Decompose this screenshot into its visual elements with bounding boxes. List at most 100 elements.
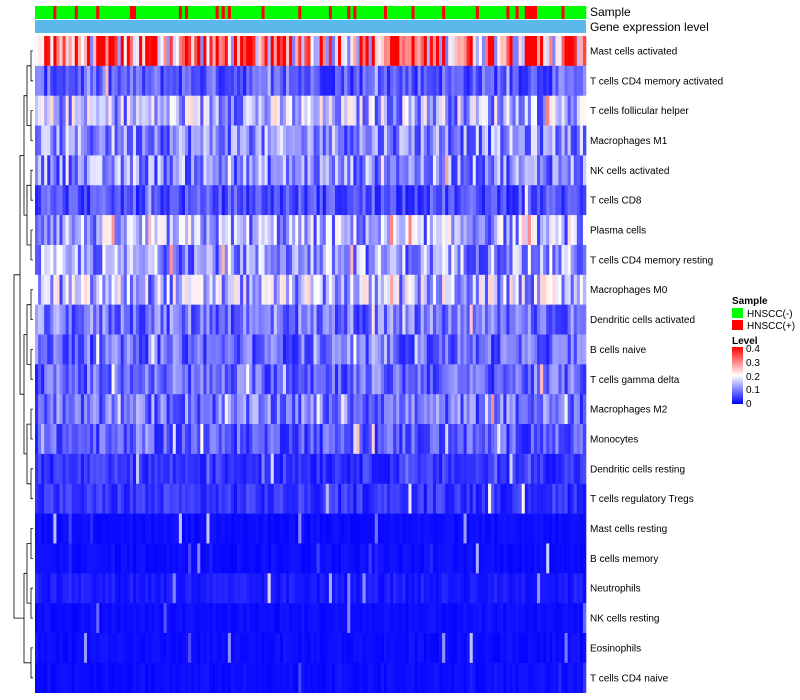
sample-annotation-cell xyxy=(576,6,581,19)
heatmap-cell xyxy=(316,513,320,544)
heatmap-cell xyxy=(436,334,440,365)
heatmap-cell xyxy=(38,215,42,246)
heatmap-cell xyxy=(356,95,360,126)
heatmap-cell xyxy=(206,65,210,96)
heatmap-cell xyxy=(325,483,330,514)
heatmap-cell xyxy=(478,185,483,216)
heatmap-cell xyxy=(111,304,115,335)
heatmap-cell xyxy=(212,244,216,276)
heatmap-cell xyxy=(540,215,544,246)
heatmap-cell xyxy=(154,304,158,335)
heatmap-cell xyxy=(463,304,467,335)
heatmap-cell xyxy=(564,304,568,335)
heatmap-cell xyxy=(445,334,449,365)
heatmap-cell xyxy=(123,65,128,96)
heatmap-cell xyxy=(549,513,553,544)
heatmap-cell xyxy=(279,65,284,96)
heatmap-cell xyxy=(325,125,330,156)
heatmap-cell xyxy=(350,543,354,574)
sample-annotation-cell xyxy=(411,6,415,19)
heatmap-cell xyxy=(533,334,538,365)
heatmap-cell xyxy=(533,274,538,305)
heatmap-cell xyxy=(203,543,207,574)
heatmap-cell xyxy=(478,633,483,664)
heatmap-cell xyxy=(233,603,238,634)
heatmap-cell xyxy=(157,36,161,67)
heatmap-cell xyxy=(445,573,449,604)
heatmap-cell xyxy=(267,543,271,574)
heatmap-cell xyxy=(387,65,391,96)
heatmap-cell xyxy=(132,65,137,96)
heatmap-cell xyxy=(175,573,180,604)
heatmap-cell xyxy=(445,125,449,156)
heatmap-cell xyxy=(44,364,48,395)
heatmap-cell xyxy=(445,394,449,425)
heatmap-cell xyxy=(350,36,354,67)
heatmap-cell xyxy=(399,424,403,455)
heatmap-cell xyxy=(301,573,305,604)
heatmap-cell xyxy=(264,513,268,544)
heatmap-cell xyxy=(334,573,339,604)
heatmap-cell xyxy=(368,603,373,634)
heatmap-cell xyxy=(184,65,189,96)
dendrogram-branch xyxy=(30,50,33,82)
heatmap-cell xyxy=(423,573,428,604)
heatmap-cell xyxy=(96,155,100,186)
heatmap-cell xyxy=(564,543,568,574)
heatmap-cell xyxy=(377,334,382,365)
heatmap-cell xyxy=(445,453,449,485)
heatmap-cell xyxy=(129,603,134,634)
heatmap-cell xyxy=(460,304,464,335)
heatmap-cell xyxy=(105,662,109,693)
heatmap-cell xyxy=(478,155,483,186)
heatmap-cell xyxy=(515,95,519,126)
heatmap-cell xyxy=(469,125,474,156)
heatmap-cell xyxy=(157,424,161,455)
heatmap-cell xyxy=(77,36,82,67)
heatmap-cell xyxy=(368,453,373,485)
heatmap-cell xyxy=(50,65,54,96)
heatmap-cell xyxy=(451,36,455,67)
heatmap-cell xyxy=(62,274,66,305)
heatmap-cell xyxy=(582,244,587,276)
heatmap-cell xyxy=(426,36,431,67)
heatmap-cell xyxy=(546,424,550,455)
heatmap-cell xyxy=(111,95,115,126)
heatmap-cell xyxy=(120,633,125,664)
heatmap-cell xyxy=(139,155,143,186)
heatmap-cell xyxy=(59,424,63,455)
heatmap-cell xyxy=(368,185,373,216)
heatmap-cell xyxy=(359,215,363,246)
heatmap-cell xyxy=(564,424,568,455)
heatmap-cell xyxy=(478,95,483,126)
heatmap-cell xyxy=(500,573,504,604)
heatmap-cell xyxy=(558,543,562,574)
heatmap-cell xyxy=(41,155,45,186)
heatmap-cell xyxy=(494,513,498,544)
heatmap-cell xyxy=(53,185,57,216)
heatmap-cell xyxy=(41,603,45,634)
heatmap-cell xyxy=(582,215,587,246)
heatmap-cell xyxy=(169,424,174,455)
heatmap-cell xyxy=(411,603,415,634)
heatmap-cell xyxy=(194,424,198,455)
heatmap-cell xyxy=(151,603,155,634)
heatmap-cell xyxy=(243,155,247,186)
heatmap-cell xyxy=(347,603,351,634)
heatmap-cell xyxy=(172,36,177,67)
heatmap-cell xyxy=(573,394,578,425)
heatmap-cell xyxy=(399,36,403,67)
heatmap-cell xyxy=(506,483,510,514)
heatmap-cell xyxy=(466,483,470,514)
heatmap-cell xyxy=(347,36,351,67)
heatmap-cell xyxy=(246,513,250,544)
heatmap-cell xyxy=(139,185,143,216)
heatmap-cell xyxy=(292,364,296,395)
heatmap-cell xyxy=(518,662,523,693)
heatmap-cell xyxy=(221,334,226,365)
heatmap-cell xyxy=(347,394,351,425)
heatmap-cell xyxy=(383,304,388,335)
heatmap-cell xyxy=(362,125,366,156)
heatmap-cell xyxy=(273,573,278,604)
sample-annotation-cell xyxy=(301,6,305,19)
